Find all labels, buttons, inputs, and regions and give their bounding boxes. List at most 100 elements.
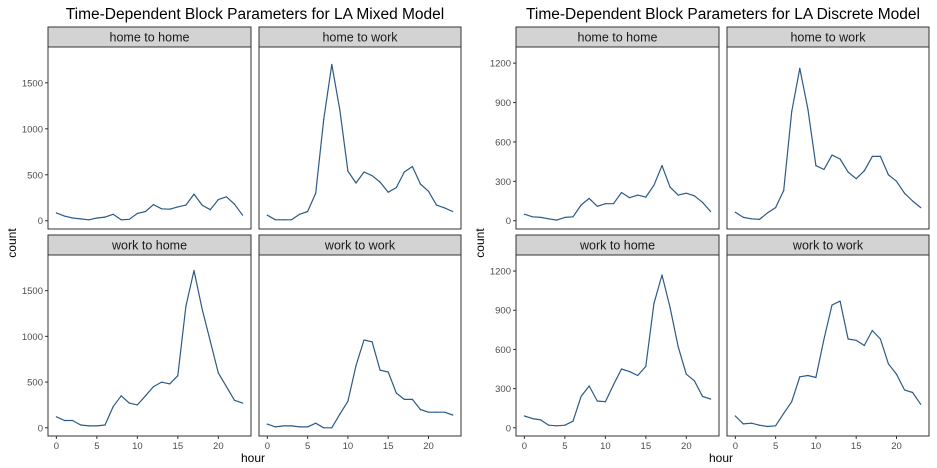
data-point	[355, 182, 357, 184]
panel-border	[258, 46, 462, 230]
data-point	[120, 395, 122, 397]
y-tick-label: 600	[495, 345, 511, 356]
data-point	[274, 219, 276, 221]
data-point	[63, 215, 66, 217]
series-line	[524, 274, 711, 427]
data-point	[177, 206, 179, 208]
facet-panel: home to work	[726, 26, 930, 230]
data-point	[331, 63, 333, 66]
data-point	[847, 338, 849, 340]
x-axis-label: hour	[241, 451, 265, 465]
y-tick-label: 500	[27, 170, 43, 181]
data-point	[596, 205, 598, 207]
facet-panel: work to work 0 5 10 15 20	[258, 234, 462, 452]
x-tick-label: 5	[94, 441, 99, 452]
data-point	[427, 411, 430, 413]
data-point	[839, 158, 841, 160]
data-point	[411, 398, 413, 400]
data-point	[580, 204, 582, 206]
x-tick-label: 0	[54, 441, 59, 452]
data-point	[920, 403, 922, 405]
x-tick-label: 10	[132, 441, 143, 452]
data-point	[620, 368, 623, 370]
data-point	[403, 171, 405, 173]
data-point	[912, 391, 914, 394]
data-point	[710, 210, 712, 213]
y-tick-label: 300	[495, 384, 511, 395]
data-point	[839, 300, 841, 302]
facet-panel: home to home 0 300 600 900 1200	[490, 26, 720, 230]
data-point	[775, 207, 777, 209]
data-point	[201, 204, 203, 206]
data-point	[620, 191, 623, 194]
data-point	[677, 194, 679, 196]
data-point	[120, 219, 122, 221]
data-point	[645, 365, 647, 367]
panel-border	[258, 254, 462, 437]
x-tick-label: 5	[305, 441, 310, 452]
data-point	[823, 338, 825, 340]
data-point	[88, 219, 90, 221]
data-point	[177, 375, 179, 377]
data-point	[63, 419, 66, 422]
x-tick-label: 10	[343, 441, 354, 452]
data-point	[72, 419, 74, 422]
data-point	[347, 170, 349, 172]
data-point	[452, 414, 454, 416]
data-point	[363, 339, 365, 341]
data-point	[395, 392, 397, 394]
y-tick-label: 900	[495, 306, 511, 317]
facet-label: home to work	[322, 31, 398, 45]
data-point	[637, 374, 639, 377]
facet-panel: home to home 0 500 1000 1500	[22, 26, 252, 230]
facet-label: work to work	[324, 239, 396, 253]
data-point	[299, 426, 301, 428]
data-point	[136, 212, 138, 214]
x-tick-label: 10	[600, 441, 611, 452]
data-point	[371, 175, 373, 177]
data-point	[217, 199, 219, 201]
series-line	[267, 339, 453, 429]
data-point	[548, 424, 550, 426]
data-point	[895, 373, 898, 375]
data-point	[871, 329, 873, 332]
data-point	[855, 339, 857, 341]
data-point	[903, 389, 906, 391]
data-point	[807, 108, 809, 110]
data-point	[612, 203, 615, 205]
data-point	[128, 402, 130, 404]
data-point	[669, 186, 671, 188]
data-point	[734, 211, 736, 213]
data-point	[363, 171, 365, 173]
y-axis-label: count	[473, 228, 487, 258]
data-point	[233, 203, 236, 205]
data-point	[419, 183, 421, 185]
data-point	[104, 216, 106, 218]
data-point	[193, 269, 195, 272]
facet-label: work to work	[792, 239, 864, 253]
data-point	[233, 399, 236, 401]
y-axis-label: count	[5, 228, 19, 258]
data-point	[645, 196, 647, 198]
data-point	[629, 197, 631, 199]
data-point	[693, 195, 696, 197]
data-point	[136, 404, 138, 406]
data-point	[96, 425, 98, 427]
data-point	[128, 218, 130, 220]
data-point	[701, 201, 704, 203]
data-point	[435, 411, 438, 413]
facet-panel: work to home 0 500 1000 1500 0 5 10 15 20	[22, 234, 252, 452]
data-point	[315, 422, 317, 424]
data-point	[299, 213, 301, 215]
data-point	[387, 371, 389, 373]
data-point	[169, 383, 171, 385]
data-point	[807, 374, 809, 377]
x-tick-label: 0	[265, 441, 270, 452]
data-point	[242, 402, 244, 404]
data-point	[693, 380, 696, 382]
data-point	[799, 376, 801, 378]
data-point	[863, 170, 865, 172]
data-point	[80, 424, 82, 426]
data-point	[209, 209, 211, 211]
